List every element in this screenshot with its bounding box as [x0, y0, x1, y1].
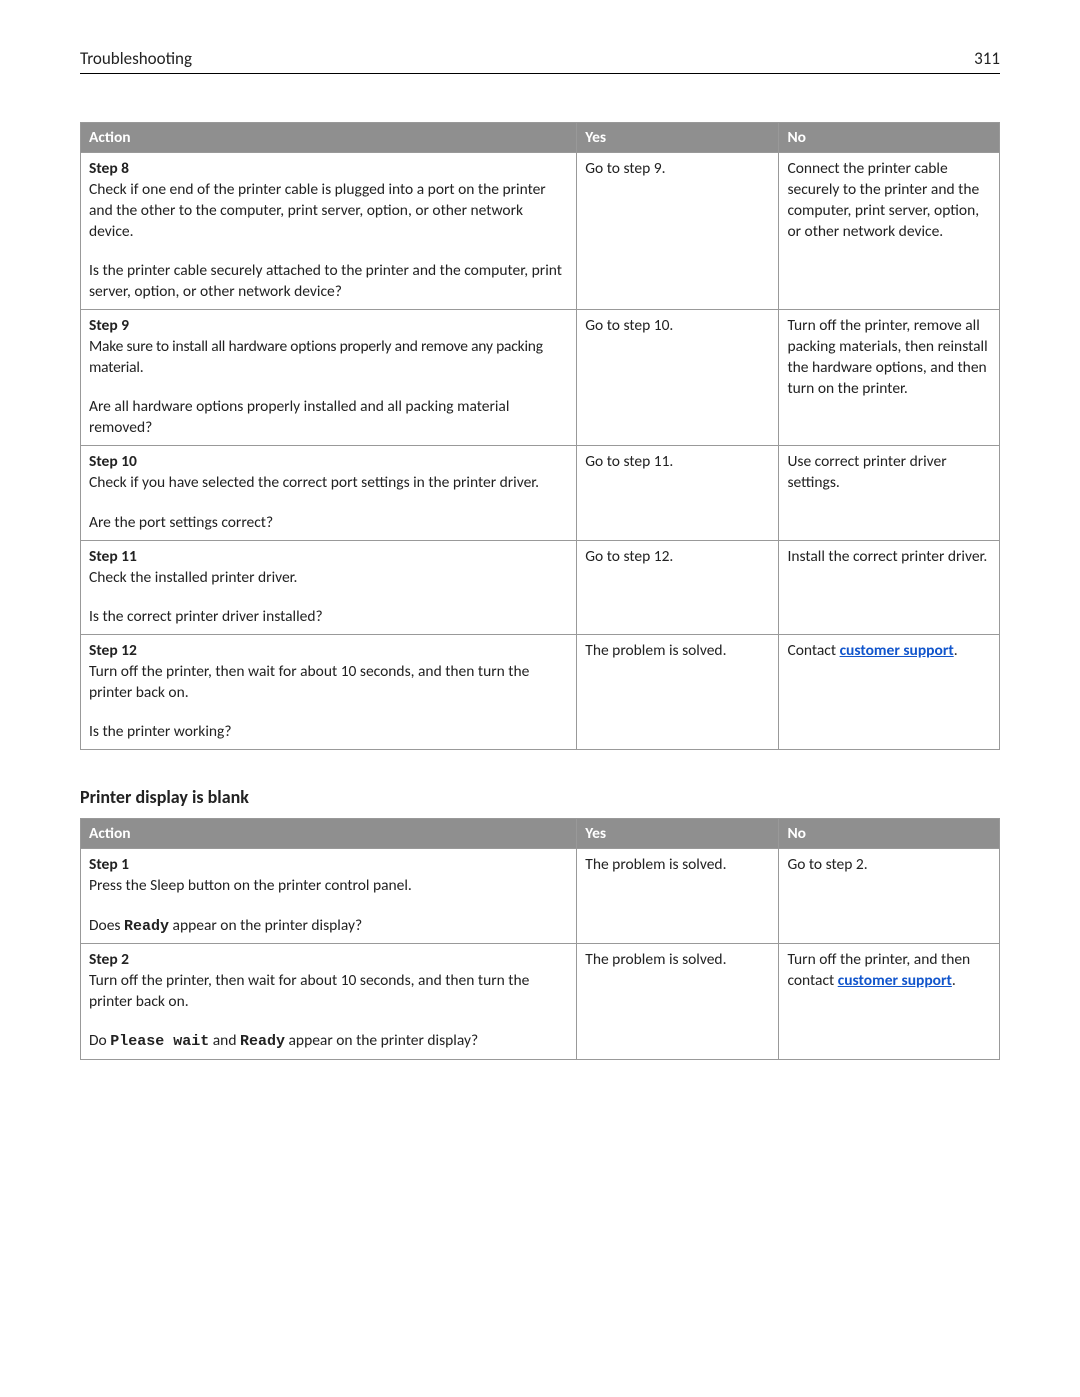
no-cell: Install the correct printer driver. [779, 540, 1000, 634]
col-header-action: Action [81, 123, 577, 153]
no-cell: Connect the printer cable securely to th… [779, 153, 1000, 310]
step-desc: Check if one end of the printer cable is… [89, 180, 568, 243]
col-header-yes: Yes [577, 123, 779, 153]
no-cell: Go to step 2. [779, 849, 1000, 944]
step-title: Step 2 [89, 950, 568, 971]
section-title: Printer display is blank [80, 786, 1000, 808]
yes-cell: Go to step 12. [577, 540, 779, 634]
step-title: Step 12 [89, 641, 568, 662]
no-text-suffix: . [952, 971, 956, 990]
step-question: Is the printer cable securely attached t… [89, 261, 568, 303]
troubleshooting-table-2: Action Yes No Step 1 Press the Sleep but… [80, 818, 1000, 1059]
header-page-number: 311 [974, 48, 1000, 69]
action-cell: Step 11 Check the installed printer driv… [81, 540, 577, 634]
table-row: Step 9 Make sure to install all hardware… [81, 310, 1000, 446]
step-question: Is the correct printer driver installed? [89, 607, 568, 628]
q-code: Ready [124, 918, 169, 935]
table-row: Step 11 Check the installed printer driv… [81, 540, 1000, 634]
table-row: Step 10 Check if you have selected the c… [81, 446, 1000, 540]
q-text: and [209, 1031, 240, 1050]
document-page: Troubleshooting 311 Action Yes No Step 8… [0, 0, 1080, 1156]
step-title: Step 8 [89, 159, 568, 180]
col-header-no: No [779, 123, 1000, 153]
step-question: Does Ready appear on the printer display… [89, 916, 568, 937]
step-title: Step 9 [89, 316, 568, 337]
action-cell: Step 1 Press the Sleep button on the pri… [81, 849, 577, 944]
table-row: Step 8 Check if one end of the printer c… [81, 153, 1000, 310]
troubleshooting-table-1: Action Yes No Step 8 Check if one end of… [80, 122, 1000, 750]
col-header-action: Action [81, 819, 577, 849]
table-header-row: Action Yes No [81, 123, 1000, 153]
action-cell: Step 10 Check if you have selected the c… [81, 446, 577, 540]
page-header: Troubleshooting 311 [80, 48, 1000, 74]
customer-support-link[interactable]: customer support [838, 971, 952, 990]
table-row: Step 1 Press the Sleep button on the pri… [81, 849, 1000, 944]
no-cell: Turn off the printer, and then contact c… [779, 944, 1000, 1060]
col-header-no: No [779, 819, 1000, 849]
yes-cell: Go to step 9. [577, 153, 779, 310]
yes-cell: The problem is solved. [577, 944, 779, 1060]
step-question: Are the port settings correct? [89, 513, 568, 534]
no-text-suffix: . [954, 641, 958, 660]
action-cell: Step 2 Turn off the printer, then wait f… [81, 944, 577, 1060]
step-desc: Check the installed printer driver. [89, 568, 568, 589]
step-question: Is the printer working? [89, 722, 568, 743]
step-title: Step 11 [89, 547, 568, 568]
step-question: Are all hardware options properly instal… [89, 397, 568, 439]
no-cell: Use correct printer driver settings. [779, 446, 1000, 540]
step-desc: Press the Sleep button on the printer co… [89, 876, 568, 897]
yes-cell: Go to step 11. [577, 446, 779, 540]
table-row: Step 12 Turn off the printer, then wait … [81, 635, 1000, 750]
table-header-row: Action Yes No [81, 819, 1000, 849]
customer-support-link[interactable]: customer support [840, 641, 954, 660]
step-desc: Turn off the printer, then wait for abou… [89, 971, 568, 1013]
step-question: Do Please wait and Ready appear on the p… [89, 1031, 568, 1052]
q-text: Do [89, 1031, 110, 1050]
step-desc: Check if you have selected the correct p… [89, 473, 568, 494]
no-text-prefix: Contact [787, 641, 839, 660]
yes-cell: The problem is solved. [577, 635, 779, 750]
no-cell: Turn off the printer, remove all packing… [779, 310, 1000, 446]
step-title: Step 1 [89, 855, 568, 876]
q-code: Please wait [110, 1033, 209, 1050]
yes-cell: Go to step 10. [577, 310, 779, 446]
step-title: Step 10 [89, 452, 568, 473]
action-cell: Step 9 Make sure to install all hardware… [81, 310, 577, 446]
table-row: Step 2 Turn off the printer, then wait f… [81, 944, 1000, 1060]
q-text: Does [89, 916, 124, 935]
yes-cell: The problem is solved. [577, 849, 779, 944]
action-cell: Step 8 Check if one end of the printer c… [81, 153, 577, 310]
q-text: appear on the printer display? [169, 916, 362, 935]
q-text: appear on the printer display? [285, 1031, 478, 1050]
no-cell: Contact customer support. [779, 635, 1000, 750]
action-cell: Step 12 Turn off the printer, then wait … [81, 635, 577, 750]
col-header-yes: Yes [577, 819, 779, 849]
step-desc: Make sure to install all hardware option… [89, 337, 568, 379]
header-title: Troubleshooting [80, 48, 192, 69]
step-desc: Turn off the printer, then wait for abou… [89, 662, 568, 704]
q-code: Ready [240, 1033, 285, 1050]
